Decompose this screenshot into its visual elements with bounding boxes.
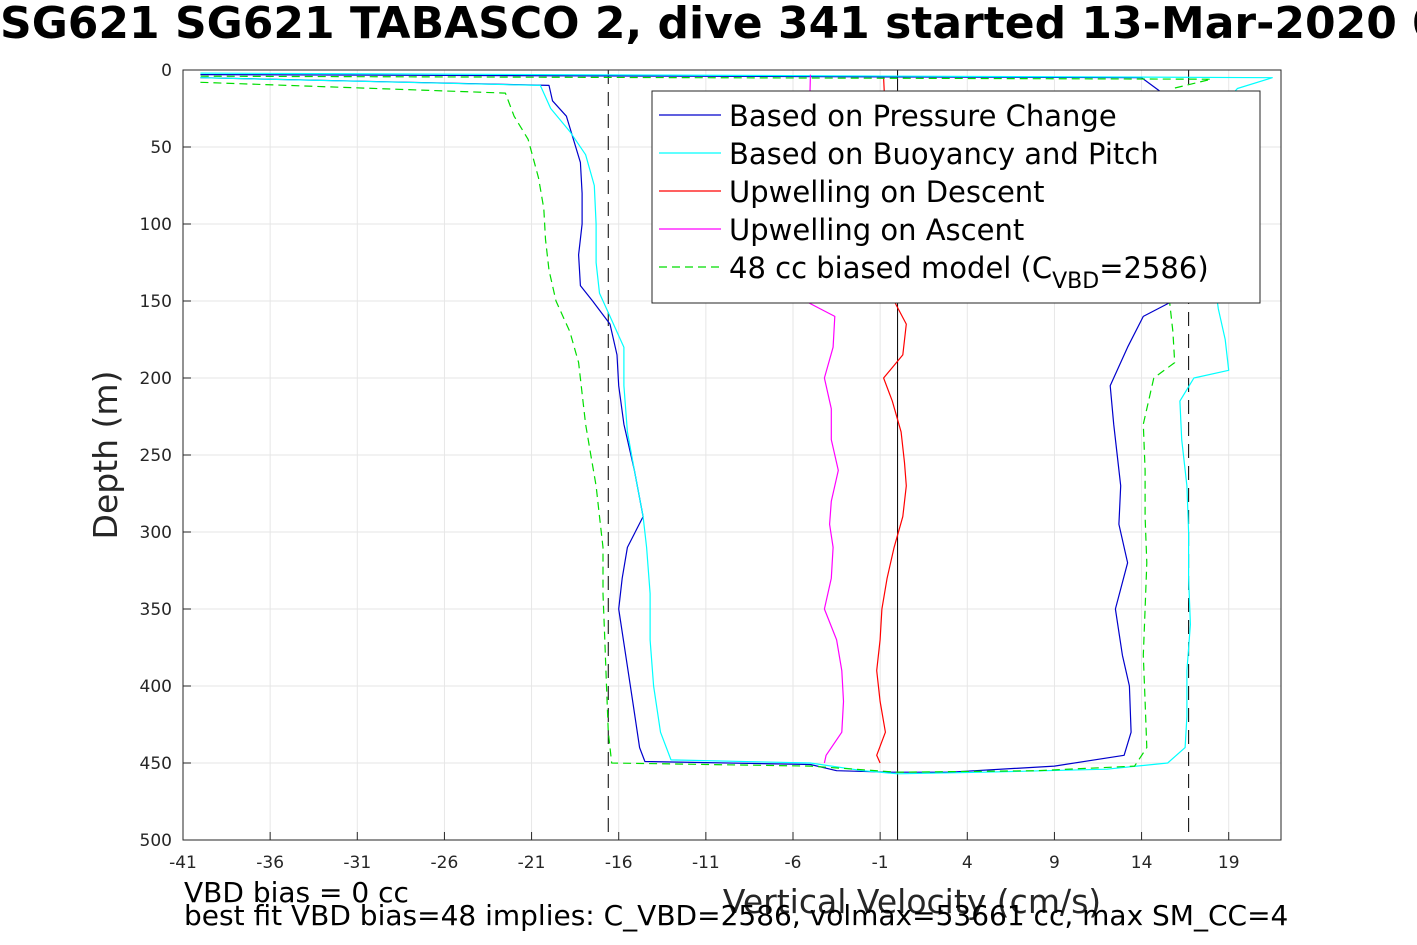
y-tick-label: 50 bbox=[150, 138, 172, 158]
x-axis-label: Vertical Velocity (cm/s) bbox=[723, 882, 1101, 921]
legend-label-2: Upwelling on Descent bbox=[729, 175, 1045, 209]
x-tick-label: -21 bbox=[518, 853, 546, 873]
y-tick-label: 500 bbox=[140, 831, 172, 851]
series-line-0 bbox=[200, 74, 1174, 773]
x-tick-label: 14 bbox=[1131, 853, 1153, 873]
tick-marks bbox=[182, 69, 1230, 841]
legend: Based on Pressure Change Based on Buoyanc… bbox=[651, 90, 1261, 304]
y-tick-label: 0 bbox=[161, 61, 172, 81]
x-tick-label: -11 bbox=[692, 853, 720, 873]
chart-title: SG621 SG621 TABASCO 2, dive 341 started … bbox=[0, 2, 1417, 46]
series-line-2 bbox=[876, 77, 907, 764]
x-tick-label: -1 bbox=[872, 853, 889, 873]
y-tick-label: 100 bbox=[140, 215, 172, 235]
x-tick-label: -31 bbox=[343, 853, 371, 873]
legend-label-0: Based on Pressure Change bbox=[729, 99, 1117, 133]
y-tick-label: 250 bbox=[140, 446, 172, 466]
legend-box bbox=[651, 90, 1261, 304]
y-tick-label: 300 bbox=[140, 523, 172, 543]
y-tick-labels: 0 50 100 150 200 250 300 350 400 450 500 bbox=[140, 61, 172, 851]
y-tick-label: 150 bbox=[140, 292, 172, 312]
footer-best-fit: best fit VBD bias=48 implies: C_VBD=2586… bbox=[184, 899, 1289, 932]
x-tick-labels: -41 -36 -31 -26 -21 -16 -11 -6 -1 4 9 14 19 bbox=[169, 853, 1239, 873]
y-tick-label: 400 bbox=[140, 677, 172, 697]
series-line-4 bbox=[200, 75, 1212, 773]
x-tick-label: -41 bbox=[169, 853, 197, 873]
y-tick-label: 450 bbox=[140, 754, 172, 774]
y-tick-label: 350 bbox=[140, 600, 172, 620]
y-tick-label: 200 bbox=[140, 369, 172, 389]
x-tick-label: -16 bbox=[605, 853, 633, 873]
legend-label-4: 48 cc biased model (CVBD=2586) bbox=[729, 251, 1209, 294]
x-tick-label: 9 bbox=[1049, 853, 1060, 873]
series-line-3 bbox=[804, 74, 845, 764]
legend-label-1: Based on Buoyancy and Pitch bbox=[729, 137, 1159, 171]
x-tick-label: -26 bbox=[431, 853, 459, 873]
legend-label-3: Upwelling on Ascent bbox=[729, 213, 1024, 247]
y-axis-label: Depth (m) bbox=[86, 371, 125, 540]
footer-vbd-bias: VBD bias = 0 cc bbox=[184, 876, 409, 909]
x-tick-label: 4 bbox=[962, 853, 973, 873]
x-tick-label: -6 bbox=[785, 853, 802, 873]
x-tick-label: 19 bbox=[1218, 853, 1240, 873]
x-tick-label: -36 bbox=[256, 853, 284, 873]
